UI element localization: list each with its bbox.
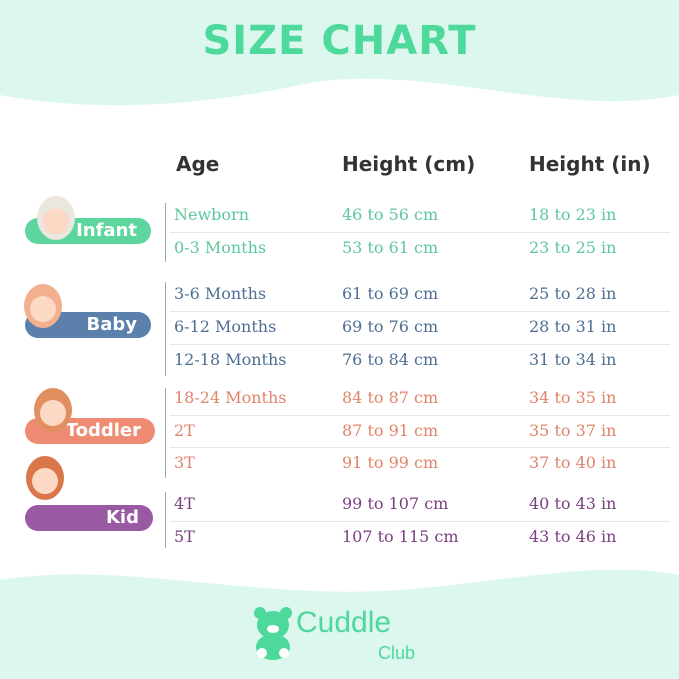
height-cm-cell: 53 to 61 cm [342, 238, 439, 257]
height-cm-cell: 46 to 56 cm [342, 205, 439, 224]
header-age: Age [176, 152, 220, 176]
child-face [30, 296, 56, 322]
row-divider [170, 414, 670, 416]
height-in-cell: 18 to 23 in [529, 205, 617, 224]
group-divider [165, 203, 166, 262]
height-in-cell: 35 to 37 in [529, 421, 617, 440]
age-cell: 0-3 Months [174, 238, 267, 257]
brand-name: Cuddle [296, 606, 392, 639]
age-cell: 5T [174, 527, 195, 546]
age-cell: 6-12 Months [174, 317, 277, 336]
row-divider [170, 310, 670, 312]
brand-sub: Club [378, 643, 416, 663]
age-cell: Newborn [174, 205, 249, 224]
height-in-cell: 34 to 35 in [529, 388, 617, 407]
height-cm-cell: 107 to 115 cm [342, 527, 459, 546]
age-cell: 12-18 Months [174, 350, 287, 369]
age-cell: 3T [174, 453, 195, 472]
row-divider [170, 520, 670, 522]
header-height-in: Height (in) [529, 152, 651, 176]
height-in-cell: 31 to 34 in [529, 350, 617, 369]
height-cm-cell: 84 to 87 cm [342, 388, 439, 407]
header-height-cm: Height (cm) [342, 152, 476, 176]
group-divider [165, 388, 166, 478]
height-cm-cell: 61 to 69 cm [342, 284, 439, 303]
child-face [40, 400, 66, 426]
height-in-cell: 28 to 31 in [529, 317, 617, 336]
height-in-cell: 25 to 28 in [529, 284, 617, 303]
age-cell: 2T [174, 421, 195, 440]
age-cell: 18-24 Months [174, 388, 287, 407]
height-in-cell: 23 to 25 in [529, 238, 617, 257]
height-cm-cell: 69 to 76 cm [342, 317, 439, 336]
group-divider [165, 492, 166, 548]
child-face [32, 468, 58, 494]
height-cm-cell: 76 to 84 cm [342, 350, 439, 369]
row-divider [170, 231, 670, 233]
height-in-cell: 37 to 40 in [529, 453, 617, 472]
teddy-bear-icon [254, 607, 292, 660]
row-divider [170, 447, 670, 448]
age-cell: 3-6 Months [174, 284, 267, 303]
height-cm-cell: 87 to 91 cm [342, 421, 439, 440]
group-label-kid: Kid [25, 505, 153, 531]
height-in-cell: 43 to 46 in [529, 527, 617, 546]
age-cell: 4T [174, 494, 195, 513]
child-face [43, 208, 69, 234]
page-title: SIZE CHART [202, 18, 477, 64]
group-divider [165, 282, 166, 376]
height-in-cell: 40 to 43 in [529, 494, 617, 513]
height-cm-cell: 99 to 107 cm [342, 494, 449, 513]
row-divider [170, 343, 670, 345]
height-cm-cell: 91 to 99 cm [342, 453, 439, 472]
